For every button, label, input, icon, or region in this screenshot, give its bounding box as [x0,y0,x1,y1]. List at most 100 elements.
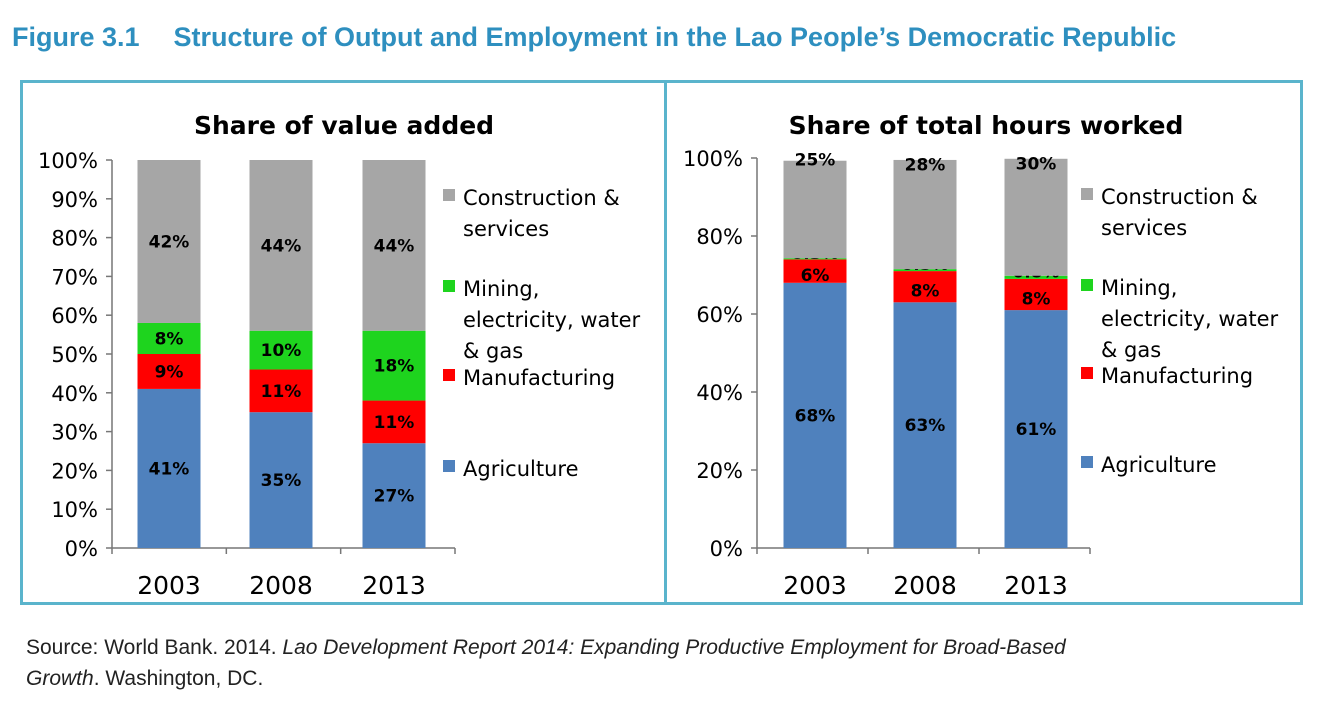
data-label: 8% [155,329,184,349]
bar-segment [783,282,847,548]
bar-segment [783,259,847,283]
y-tick-label: 0% [65,537,98,561]
bar-segment [362,330,426,401]
y-tick-label: 20% [51,459,98,483]
legend-label: services [463,217,549,241]
bar-segment [893,269,957,272]
panel-title: Share of total hours worked [789,111,1184,140]
legend-label: Agriculture [1101,453,1217,477]
legend-label: Construction & [1101,185,1258,209]
bar-segment [1004,275,1068,279]
legend-label: Manufacturing [1101,364,1253,388]
x-tick-label: 2008 [249,571,313,600]
source-prefix: Source: World Bank. 2014. [26,636,283,659]
y-tick-label: 30% [51,421,98,445]
y-tick-label: 80% [51,227,98,251]
data-label: 6% [801,266,830,286]
y-tick-label: 60% [696,303,743,327]
x-tick-label: 2013 [1004,571,1068,600]
y-tick-label: 40% [51,382,98,406]
data-label: 41% [149,459,190,479]
legend-label: Agriculture [463,457,579,481]
y-tick-label: 20% [696,459,743,483]
figure-title-text: Structure of Output and Employment in th… [173,22,1177,52]
legend-swatch [443,369,455,381]
x-tick-label: 2008 [893,571,957,600]
bar-segment [893,302,957,548]
y-tick-label: 60% [51,304,98,328]
legend-label: & gas [463,339,523,363]
legend-label: & gas [1101,338,1161,362]
y-tick-label: 90% [51,188,98,212]
bar-segment [783,160,847,259]
legend-label: services [1101,216,1187,240]
figure-frame [20,80,1303,605]
data-label: 63% [905,416,946,436]
legend-label: Construction & [463,186,620,210]
bar-segment [1004,310,1068,548]
legend-label: electricity, water [1101,307,1279,331]
y-tick-label: 100% [683,147,743,171]
legend-swatch [443,280,455,292]
x-tick-label: 2003 [783,571,847,600]
source-note: Source: World Bank. 2014. Lao Developmen… [26,632,1316,694]
bar-segment [137,354,201,389]
bar-segment [249,412,313,548]
y-tick-label: 50% [51,343,98,367]
data-label: 35% [261,471,302,491]
bar-segment [1004,158,1068,276]
y-tick-label: 40% [696,381,743,405]
data-label: 25% [795,150,836,170]
y-tick-label: 100% [38,149,98,173]
data-label: 8% [911,282,940,302]
data-label: 9% [155,362,184,382]
data-label: 18% [374,357,415,377]
legend-swatch [1081,367,1093,379]
data-label: 44% [374,236,415,256]
data-label: 68% [795,406,836,426]
source-title-part2: Growth [26,667,94,690]
bar-segment [783,258,847,260]
legend-label: Mining, [1101,276,1177,300]
bar-segment [1004,278,1068,311]
bar-segment [137,388,201,548]
figure-number: Figure 3.1 [12,22,140,52]
y-tick-label: 80% [696,225,743,249]
y-tick-label: 10% [51,498,98,522]
data-label: 44% [261,236,302,256]
bar-segment [893,159,957,270]
panel-divider [664,80,667,605]
source-title-part1: Lao Development Report 2014: Expanding P… [282,636,1066,659]
data-label: 42% [149,232,190,252]
panel-title: Share of value added [194,111,494,140]
legend-swatch [1081,188,1093,200]
bar-segment [137,322,201,354]
x-tick-label: 2003 [137,571,201,600]
bar-segment [249,160,313,331]
legend-label: Mining, [463,277,539,301]
data-label: 27% [374,487,415,507]
source-suffix: . Washington, DC. [93,667,264,690]
y-tick-label: 70% [51,265,98,289]
legend-label: electricity, water [463,308,641,332]
bar-segment [249,369,313,413]
data-label: 28% [905,156,946,176]
legend-swatch [1081,456,1093,468]
x-tick-label: 2013 [362,571,426,600]
bar-segment [362,400,426,444]
bar-segment [249,330,313,370]
y-tick-label: 0% [710,537,743,561]
bar-segment [137,160,201,323]
data-label: 8% [1022,290,1051,310]
data-label: 61% [1016,420,1057,440]
data-label: 10% [261,341,302,361]
bar-segment [362,160,426,331]
legend-label: Manufacturing [463,366,615,390]
legend-swatch [443,189,455,201]
legend-swatch [1081,279,1093,291]
bar-segment [362,443,426,548]
legend-swatch [443,460,455,472]
data-label: 11% [261,382,302,402]
figure-title: Figure 3.1 Structure of Output and Employ… [12,22,1176,53]
